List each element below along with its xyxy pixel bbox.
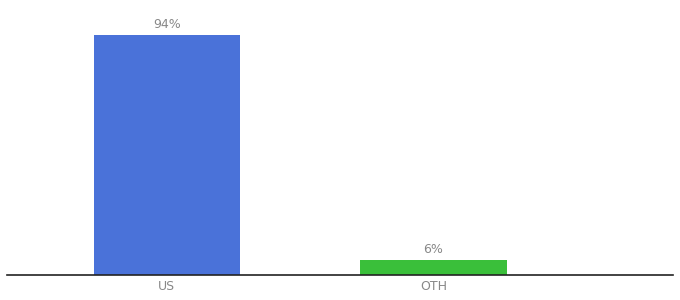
Bar: [94, 35, 240, 275]
Bar: [360, 260, 507, 275]
Text: 6%: 6%: [424, 243, 443, 256]
Text: 94%: 94%: [153, 18, 181, 31]
